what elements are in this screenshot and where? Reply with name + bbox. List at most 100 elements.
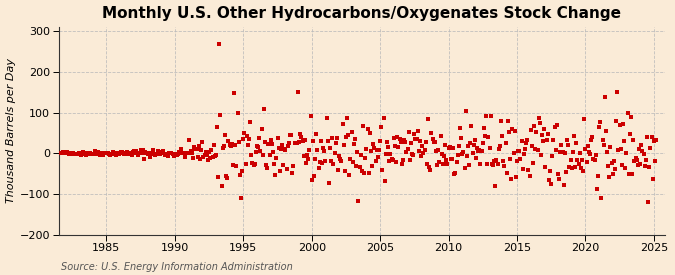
Point bbox=[458, 149, 468, 154]
Point bbox=[305, 113, 316, 118]
Point bbox=[619, 139, 630, 143]
Point bbox=[179, 151, 190, 156]
Point bbox=[470, 156, 481, 160]
Point bbox=[508, 151, 519, 155]
Point bbox=[60, 151, 71, 156]
Point bbox=[377, 168, 388, 173]
Point bbox=[454, 144, 464, 149]
Point bbox=[249, 162, 260, 166]
Point bbox=[319, 148, 329, 153]
Point bbox=[335, 156, 346, 161]
Point bbox=[302, 153, 313, 157]
Point bbox=[90, 149, 101, 154]
Point bbox=[504, 130, 514, 134]
Point bbox=[547, 153, 558, 158]
Point bbox=[535, 120, 545, 125]
Point bbox=[248, 163, 259, 167]
Point bbox=[558, 183, 569, 187]
Point bbox=[611, 119, 622, 123]
Point bbox=[608, 172, 618, 177]
Point bbox=[300, 161, 311, 165]
Point bbox=[138, 156, 149, 161]
Point bbox=[188, 156, 198, 160]
Point bbox=[651, 138, 661, 142]
Point bbox=[265, 138, 276, 142]
Point bbox=[267, 142, 277, 146]
Point bbox=[452, 152, 463, 157]
Point bbox=[639, 163, 650, 168]
Point bbox=[196, 147, 207, 152]
Point bbox=[465, 141, 476, 145]
Point bbox=[205, 155, 215, 160]
Point bbox=[59, 151, 70, 156]
Point bbox=[310, 156, 321, 161]
Point bbox=[72, 152, 82, 156]
Point bbox=[398, 158, 408, 162]
Point bbox=[330, 141, 341, 146]
Text: Source: U.S. Energy Information Administration: Source: U.S. Energy Information Administ… bbox=[61, 262, 292, 272]
Point bbox=[313, 166, 324, 170]
Point bbox=[391, 160, 402, 164]
Point bbox=[315, 139, 326, 143]
Point bbox=[318, 146, 329, 150]
Point bbox=[419, 148, 430, 152]
Point bbox=[107, 152, 117, 156]
Point bbox=[232, 111, 243, 116]
Point bbox=[209, 154, 220, 158]
Point bbox=[495, 119, 506, 123]
Point bbox=[321, 116, 332, 120]
Point bbox=[57, 151, 68, 155]
Point bbox=[379, 179, 390, 184]
Point bbox=[597, 138, 608, 142]
Point bbox=[194, 144, 205, 148]
Point bbox=[163, 154, 173, 158]
Point bbox=[439, 154, 450, 158]
Point bbox=[65, 151, 76, 156]
Point bbox=[417, 144, 428, 148]
Point bbox=[550, 148, 561, 152]
Point bbox=[590, 153, 601, 157]
Point bbox=[348, 160, 358, 164]
Point bbox=[402, 147, 413, 152]
Point bbox=[148, 148, 159, 153]
Point bbox=[242, 143, 253, 147]
Point bbox=[432, 163, 443, 167]
Point bbox=[500, 141, 511, 145]
Point bbox=[353, 199, 364, 204]
Point bbox=[400, 140, 410, 144]
Point bbox=[510, 129, 520, 133]
Point bbox=[556, 143, 567, 147]
Point bbox=[632, 163, 643, 167]
Point bbox=[63, 152, 74, 156]
Point bbox=[82, 152, 92, 156]
Point bbox=[354, 165, 365, 169]
Point bbox=[244, 136, 254, 141]
Point bbox=[565, 157, 576, 162]
Point bbox=[200, 150, 211, 154]
Point bbox=[368, 142, 379, 146]
Point bbox=[61, 150, 72, 155]
Point bbox=[236, 196, 246, 200]
Point bbox=[578, 169, 589, 173]
Point bbox=[199, 153, 210, 158]
Point bbox=[85, 151, 96, 155]
Point bbox=[80, 151, 90, 155]
Point bbox=[237, 169, 248, 173]
Point bbox=[517, 166, 528, 171]
Point bbox=[219, 133, 230, 138]
Point bbox=[192, 155, 203, 159]
Point bbox=[468, 142, 479, 147]
Point bbox=[410, 136, 421, 141]
Point bbox=[270, 172, 281, 177]
Point bbox=[351, 163, 362, 168]
Point bbox=[297, 139, 308, 143]
Point bbox=[102, 151, 113, 156]
Point bbox=[649, 159, 660, 164]
Point bbox=[80, 153, 91, 157]
Point bbox=[373, 155, 383, 160]
Point bbox=[608, 159, 619, 163]
Point bbox=[566, 166, 577, 171]
Point bbox=[78, 151, 89, 156]
Point bbox=[381, 152, 392, 156]
Point bbox=[90, 151, 101, 156]
